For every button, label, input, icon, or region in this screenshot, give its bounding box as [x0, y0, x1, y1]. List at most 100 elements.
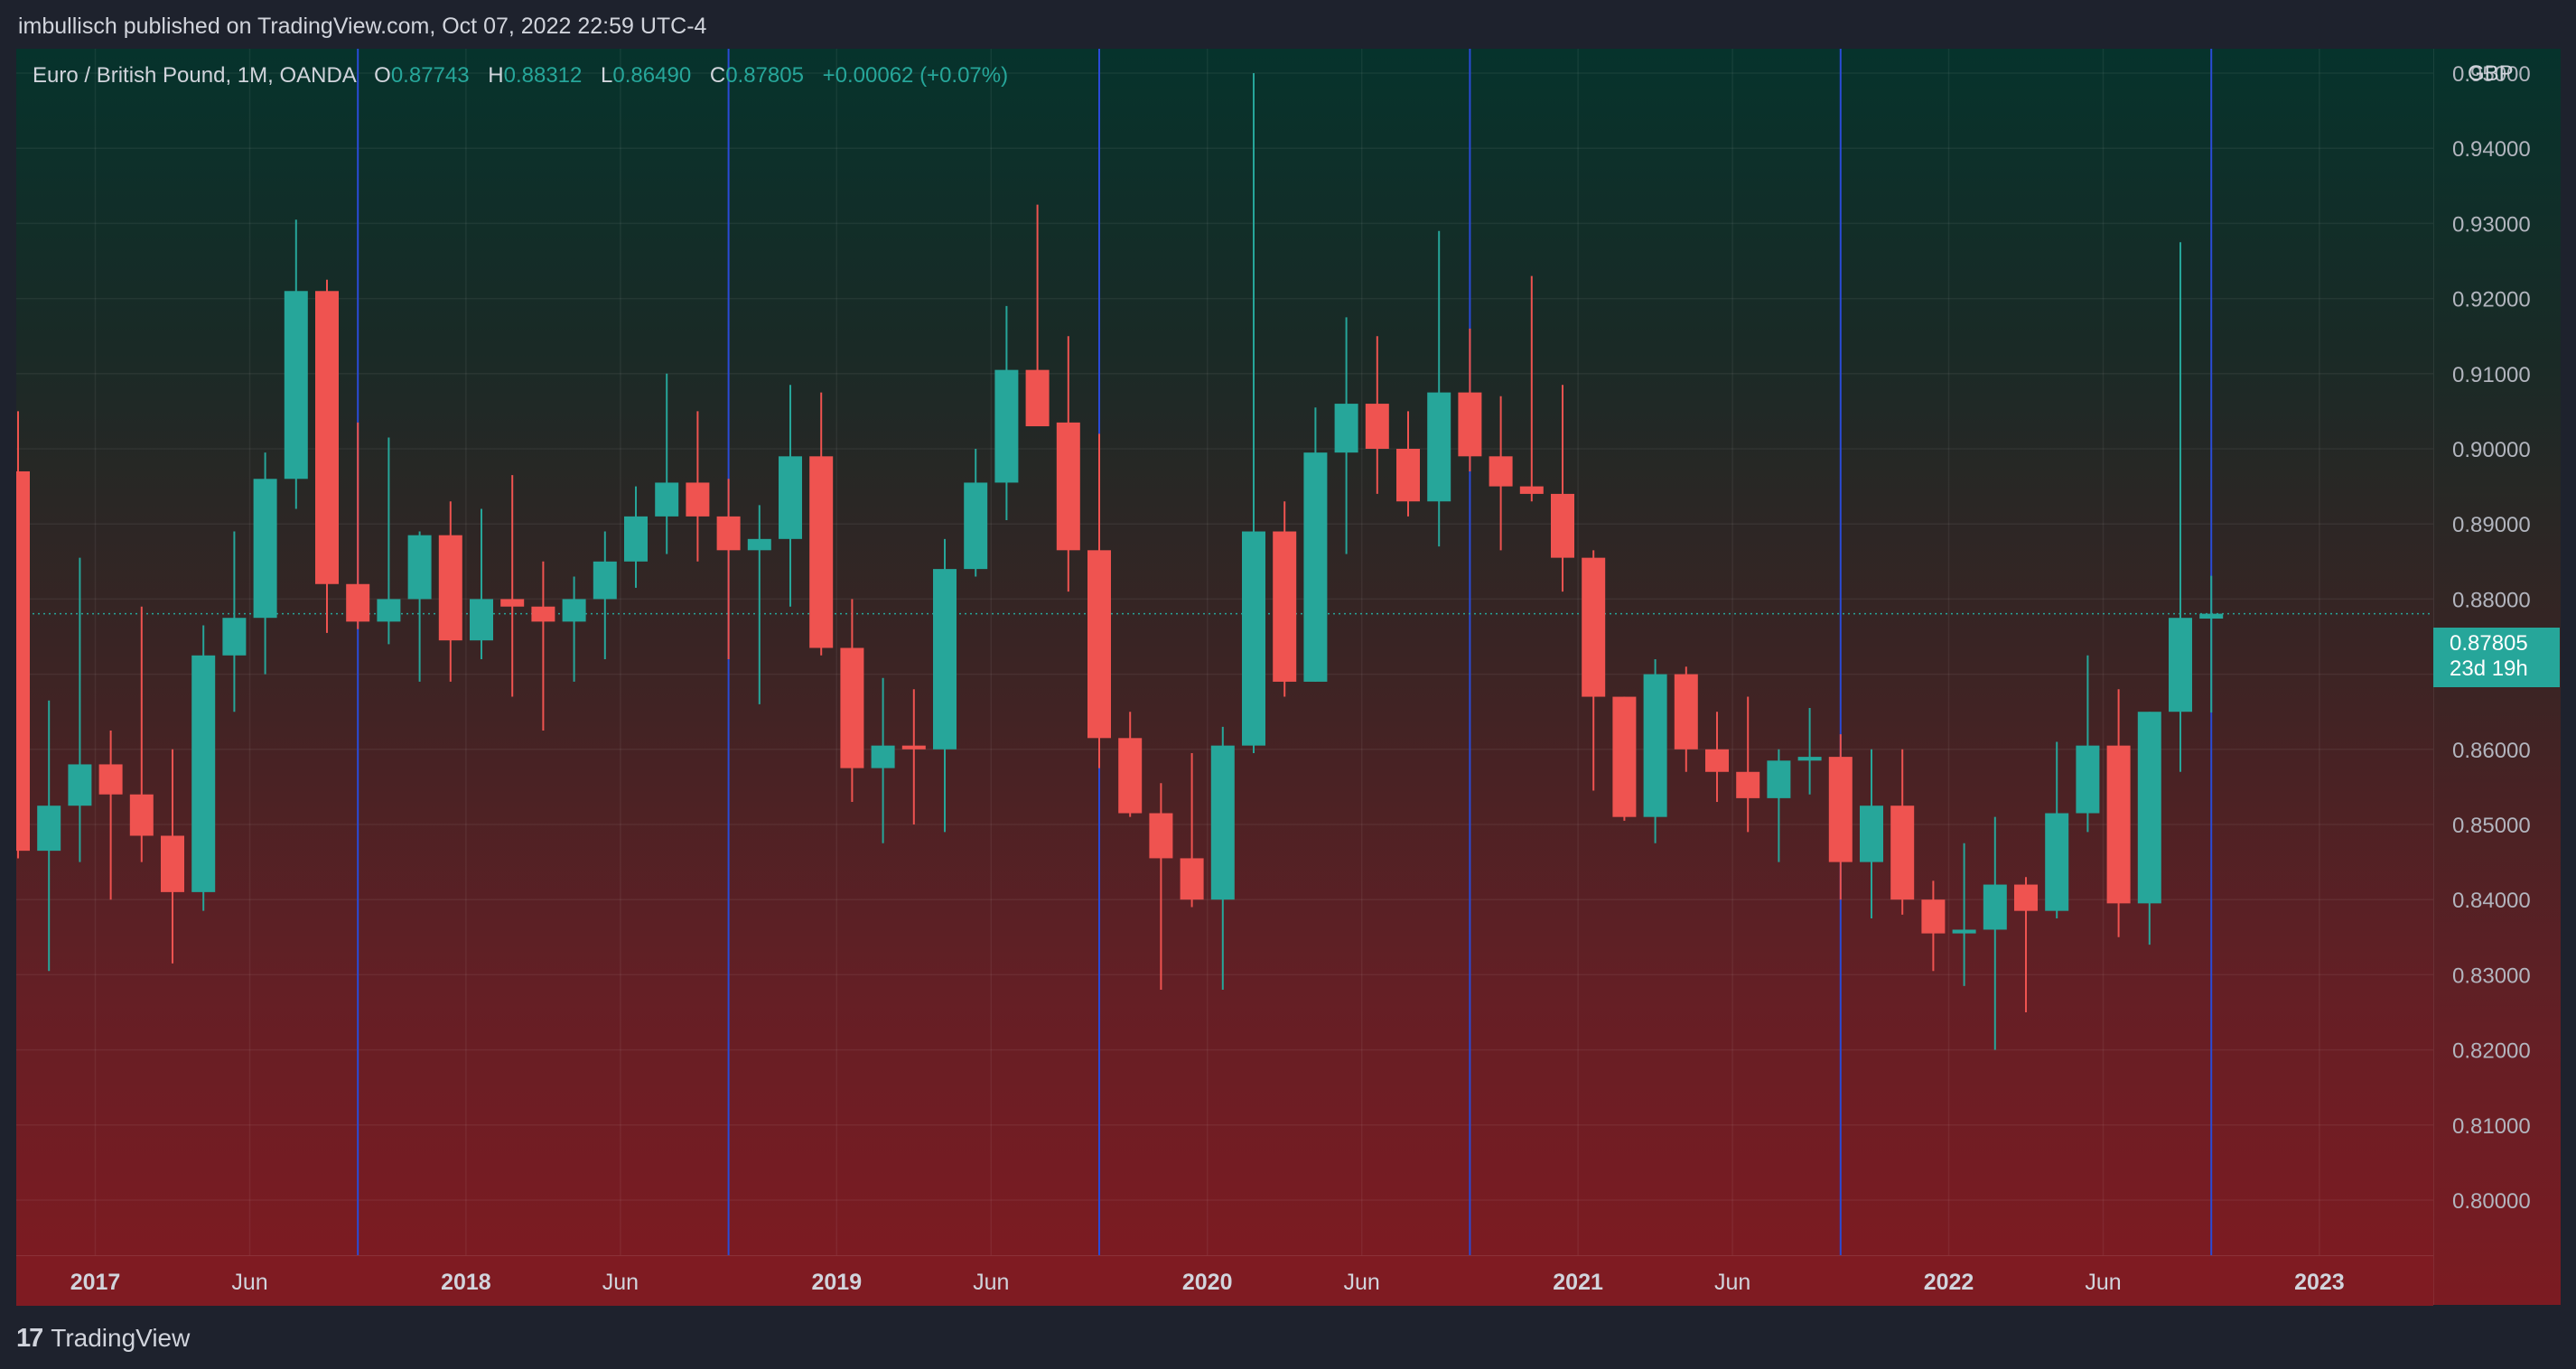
candle-body — [37, 806, 61, 852]
candle-body — [500, 599, 525, 607]
candle-body — [161, 835, 184, 892]
candle-body — [1767, 760, 1791, 798]
candle-body — [1303, 452, 1328, 682]
candle-body — [2137, 712, 2161, 904]
candle-body — [531, 606, 555, 622]
candle-body — [1736, 771, 1760, 798]
candle-body — [284, 291, 308, 480]
candle-body — [1489, 456, 1513, 487]
y-tick-label: 0.83000 — [2452, 964, 2531, 988]
y-tick-label: 0.81000 — [2452, 1114, 2531, 1139]
y-tick-label: 0.88000 — [2452, 588, 2531, 612]
x-tick-label: Jun — [2085, 1270, 2121, 1295]
candle-body — [964, 482, 988, 570]
candle-body — [1056, 422, 1080, 551]
candle-body — [655, 482, 679, 517]
legend-high: 0.88312 — [503, 63, 583, 88]
y-tick-label: 0.92000 — [2452, 288, 2531, 312]
candle-body — [716, 516, 741, 551]
top-bar: imbullisch published on TradingView.com,… — [0, 0, 2576, 49]
candle-body — [933, 569, 957, 750]
y-tick-label: 0.89000 — [2452, 513, 2531, 537]
candle-body — [809, 456, 834, 648]
x-tick-label: 2019 — [811, 1270, 862, 1295]
candle-body — [1674, 674, 1698, 750]
y-tick-label: 0.94000 — [2452, 137, 2531, 162]
x-tick-label: Jun — [231, 1270, 267, 1295]
legend-symbol: Euro / British Pound, 1M, OANDA — [33, 63, 356, 88]
x-tick-label: Jun — [602, 1270, 639, 1295]
candle-body — [1396, 449, 1420, 502]
currency-label: GBP — [2468, 61, 2514, 86]
candle-body — [593, 561, 617, 600]
candle-body — [98, 764, 123, 795]
candle-body — [16, 470, 30, 852]
candle-body — [1921, 899, 1946, 934]
candle-body — [315, 291, 339, 584]
candle-body — [686, 482, 710, 517]
candle-body — [1118, 738, 1143, 814]
chart-area[interactable]: Euro / British Pound, 1M, OANDA O0.87743… — [16, 49, 2433, 1255]
x-tick-label: Jun — [1344, 1270, 1380, 1295]
candle-body — [377, 599, 401, 622]
legend-low: 0.86490 — [612, 63, 692, 88]
candle-body — [2199, 613, 2224, 619]
y-tick-label: 0.91000 — [2452, 363, 2531, 387]
candle-body — [2076, 745, 2100, 814]
candle-body — [1273, 531, 1297, 682]
legend-open: 0.87743 — [390, 63, 470, 88]
candle-body — [1210, 745, 1235, 900]
x-tick-label: 2018 — [441, 1270, 491, 1295]
legend-close-label: C — [709, 63, 726, 88]
candle-body — [1612, 696, 1637, 817]
candle-body — [871, 745, 895, 768]
candle-body — [438, 535, 462, 641]
y-tick-label: 0.82000 — [2452, 1039, 2531, 1064]
candle-body — [1458, 392, 1482, 457]
candle-body — [901, 745, 926, 750]
candle-body — [1242, 531, 1265, 746]
candle-body — [1828, 757, 1853, 862]
candle-body — [68, 764, 92, 806]
candle-body — [1860, 806, 1883, 862]
time-axis-labels: 2017 Jun 2018 Jun 2019 Jun 2020 Jun 2021 Jun 2022 J… — [70, 1270, 2345, 1295]
candle-body — [1025, 369, 1050, 427]
candle-body — [1149, 813, 1173, 859]
legend-change: +0.00062 (+0.07%) — [822, 63, 1009, 88]
candle-body — [407, 535, 432, 600]
candle-body — [1952, 929, 1976, 934]
candle-body — [1519, 486, 1544, 494]
candle-body — [1705, 749, 1729, 772]
candle-body — [1983, 884, 2007, 930]
candle-body — [994, 369, 1019, 483]
candle-body — [222, 618, 247, 656]
candle-body — [840, 647, 864, 768]
last-price-value: 0.87805 — [2450, 631, 2528, 656]
y-tick-label: 0.84000 — [2452, 889, 2531, 913]
footer: 17 TradingView — [16, 1320, 190, 1356]
tradingview-logo-icon: 17 — [16, 1323, 43, 1353]
candlestick-plot[interactable] — [16, 49, 2433, 1255]
y-tick-label: 0.86000 — [2452, 739, 2531, 763]
bar-countdown: 23d 19h — [2450, 657, 2528, 681]
candle-body — [2106, 745, 2131, 904]
candle-body — [346, 583, 370, 622]
x-tick-label: Jun — [1714, 1270, 1750, 1295]
candle-body — [1087, 550, 1111, 739]
y-tick-label: 0.80000 — [2452, 1189, 2531, 1214]
candle-body — [2169, 618, 2192, 712]
x-tick-label: 2020 — [1182, 1270, 1233, 1295]
x-tick-label: 2021 — [1553, 1270, 1603, 1295]
legend-close: 0.87805 — [725, 63, 804, 88]
candle-body — [191, 655, 216, 892]
candle-body — [624, 516, 648, 562]
candle-body — [1643, 674, 1667, 817]
time-axis[interactable]: 2017 Jun 2018 Jun 2019 Jun 2020 Jun 2021 Jun 2022 J… — [16, 1255, 2433, 1306]
candle-body — [253, 479, 277, 619]
x-tick-label: 2017 — [70, 1270, 121, 1295]
legend-open-label: O — [374, 63, 391, 88]
candle-body — [2045, 813, 2069, 911]
last-price-tag: 0.87805 23d 19h — [2433, 628, 2560, 687]
candle-body — [1427, 392, 1451, 502]
candle-body — [1551, 493, 1574, 558]
